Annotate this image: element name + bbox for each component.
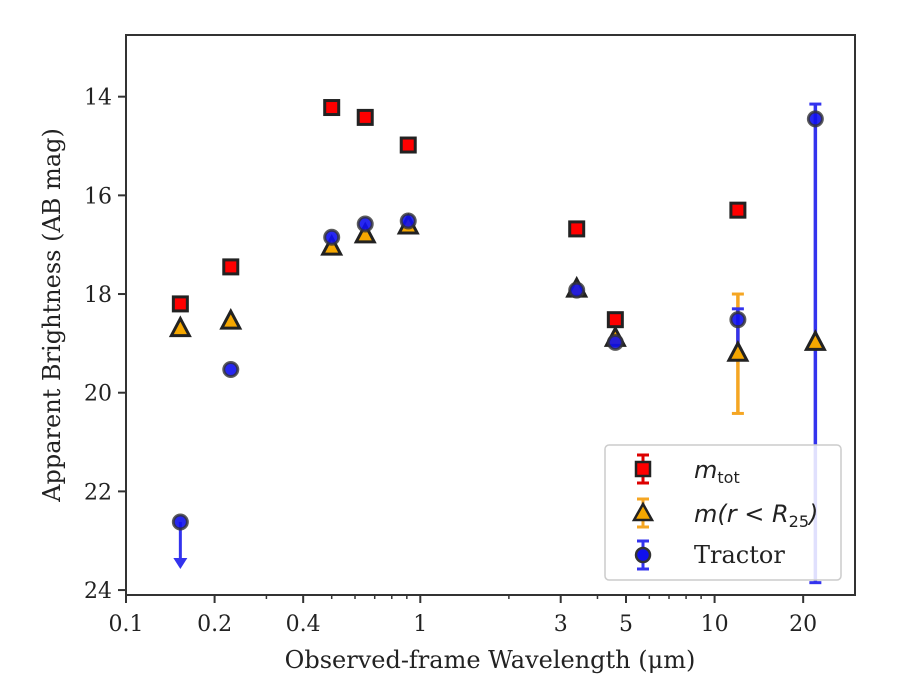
data-point-triangle: [168, 315, 192, 338]
x-tick-label: 0.1: [109, 612, 144, 637]
legend-mr-subscript: 25: [789, 512, 809, 531]
data-point-circle: [606, 333, 624, 351]
legend-entry-mtot: mtot: [634, 453, 740, 487]
markers-layer: [168, 99, 827, 531]
x-tick-label: 1: [413, 612, 427, 637]
x-axis-title: Observed-frame Wavelength (μm): [285, 646, 696, 674]
legend: mtot m(r < R25) Tractor: [604, 444, 842, 581]
legend-mtot-subscript: tot: [717, 468, 739, 487]
data-point-triangle: [353, 221, 377, 244]
data-point-circle: [806, 110, 824, 128]
y-tick-label: 16: [84, 184, 112, 209]
data-point-square: [222, 258, 240, 276]
data-point-circle: [222, 361, 240, 379]
data-point-triangle: [219, 307, 243, 330]
x-tick-label: 10: [701, 612, 729, 637]
legend-mr-prefix: m(r < R: [694, 500, 789, 528]
y-tick-label: 24: [84, 579, 112, 604]
data-point-square: [356, 108, 374, 126]
x-tick-label: 5: [619, 612, 633, 637]
data-point-square: [568, 220, 586, 238]
data-point-square: [399, 136, 417, 154]
data-point-triangle: [726, 340, 750, 362]
ticks-layer: 0.1 0.2 0.4 1 3 5 10 20 14 16 18 20 22 24: [84, 86, 817, 637]
data-point-circle: [171, 513, 189, 531]
legend-mtot-marker: [634, 460, 652, 478]
x-tick-label: 20: [789, 612, 817, 637]
x-tick-label: 0.4: [286, 612, 321, 637]
y-tick-label: 18: [84, 283, 112, 308]
legend-box: [604, 444, 842, 581]
legend-mr-marker: [631, 501, 655, 522]
legend-mr-label: m(r < R25): [694, 500, 818, 531]
y-tick-label: 14: [84, 86, 112, 111]
data-point-circle: [399, 212, 417, 230]
legend-entry-tractor: Tractor: [634, 539, 785, 571]
upper-limit-arrowhead: [173, 557, 188, 569]
legend-tractor-marker: [634, 546, 652, 564]
plot-frame: [125, 34, 856, 596]
data-point-circle: [356, 215, 374, 233]
legend-entry-mr: m(r < R25): [631, 497, 818, 531]
legend-tractor-label: Tractor: [694, 541, 785, 569]
data-point-square: [729, 201, 747, 219]
data-point-triangle: [803, 329, 827, 351]
legend-mtot-symbol: m: [694, 456, 717, 484]
y-tick-label: 22: [84, 480, 112, 505]
data-point-circle: [323, 228, 341, 246]
data-point-circle: [568, 281, 586, 299]
legend-mr-suffix: ): [807, 500, 818, 528]
x-tick-label: 3: [554, 612, 568, 637]
x-tick-label: 0.2: [197, 612, 232, 637]
y-tick-label: 20: [84, 382, 112, 407]
y-axis-title: Apparent Brightness (AB mag): [38, 128, 66, 503]
legend-mtot-label: mtot: [694, 456, 740, 487]
data-point-circle: [729, 311, 747, 329]
data-point-square: [323, 99, 341, 117]
data-point-square: [171, 295, 189, 313]
data-point-square: [606, 311, 624, 329]
